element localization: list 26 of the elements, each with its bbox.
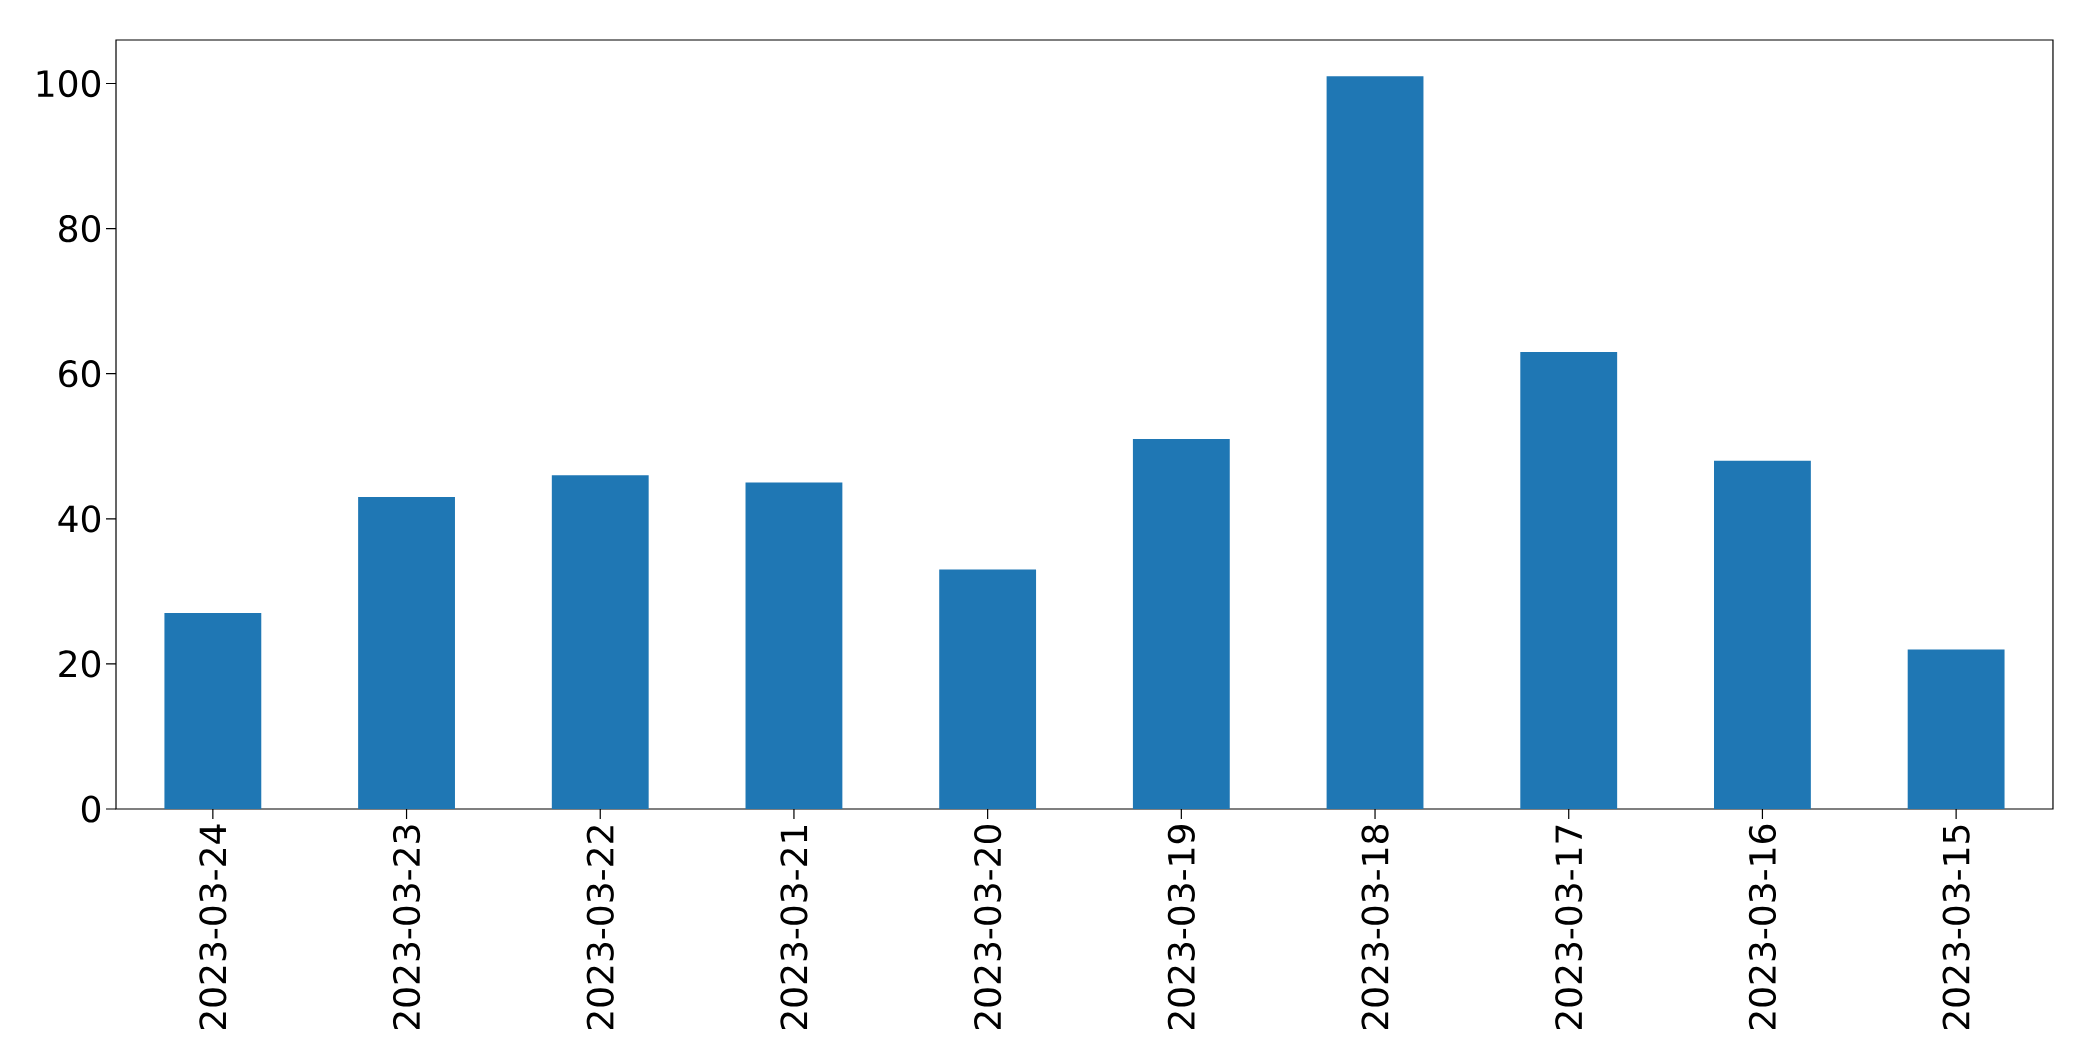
bar xyxy=(1132,439,1230,809)
x-tick-label: 2023-03-19 xyxy=(1167,825,1195,1030)
bar xyxy=(745,482,843,809)
x-tick-label: 2023-03-20 xyxy=(974,824,1002,1030)
bar xyxy=(939,569,1037,809)
y-tick-label: 20 xyxy=(59,650,101,678)
x-tick-label: 2023-03-16 xyxy=(1748,824,1777,1030)
x-tick-label: 2023-03-24 xyxy=(199,824,227,1030)
bar xyxy=(1907,649,2005,809)
bar xyxy=(358,497,455,809)
y-tick-label: 60 xyxy=(59,360,101,388)
y-tick-label: 0 xyxy=(81,795,101,823)
x-tick-label: 2023-03-21 xyxy=(780,825,808,1030)
x-tick-label: 2023-03-17 xyxy=(1555,825,1583,1030)
bar xyxy=(1714,460,1811,809)
y-tick-label: 80 xyxy=(59,215,101,243)
x-tick-label: 2023-03-15 xyxy=(1942,825,1970,1030)
bar xyxy=(164,613,262,809)
bar xyxy=(1326,76,1424,809)
y-tick-label: 100 xyxy=(37,69,101,98)
bar xyxy=(551,475,649,809)
y-tick-label: 40 xyxy=(58,505,101,533)
bar xyxy=(1520,351,1618,809)
x-tick-label: 2023-03-18 xyxy=(1361,825,1389,1030)
x-tick-label: 2023-03-23 xyxy=(392,825,421,1030)
x-tick-label: 2023-03-22 xyxy=(586,826,614,1030)
